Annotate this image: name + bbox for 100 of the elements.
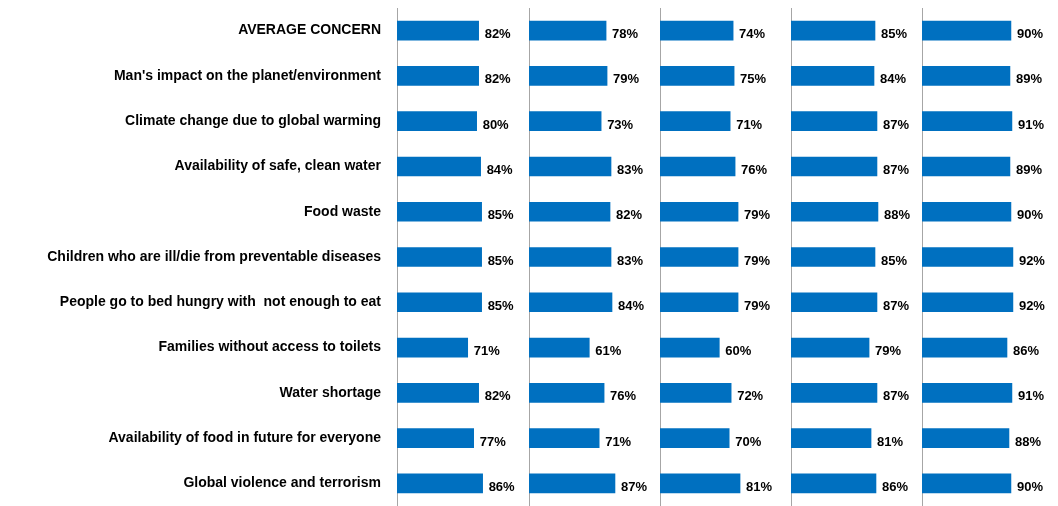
data-label: 89% — [1015, 71, 1043, 87]
data-label: 80% — [482, 116, 510, 132]
data-label: 89% — [1015, 162, 1043, 178]
bar — [397, 156, 481, 177]
y-tick-label: Climate change due to global warming — [125, 112, 381, 129]
bar — [791, 428, 872, 448]
y-tick-label: Man's impact on the planet/environment — [113, 66, 382, 83]
data-label: 85% — [487, 207, 515, 223]
bar — [660, 66, 735, 86]
data-label: 81% — [746, 478, 773, 494]
bar — [660, 428, 730, 448]
data-label: 92% — [1018, 297, 1046, 313]
bar — [660, 382, 732, 403]
bar — [397, 473, 483, 494]
data-label: 84% — [486, 162, 514, 178]
y-tick-label: Food waste — [303, 202, 382, 219]
data-label: 83% — [617, 252, 644, 268]
data-label: 90% — [1016, 478, 1044, 494]
bar — [922, 428, 1010, 448]
bar — [397, 428, 474, 448]
bar — [660, 20, 734, 41]
bar — [922, 20, 1012, 41]
bar — [791, 382, 878, 403]
bar — [529, 382, 605, 403]
bar — [660, 473, 741, 494]
bar — [529, 156, 612, 177]
bar — [529, 247, 612, 267]
y-tick-label: AVERAGE CONCERN — [238, 21, 381, 38]
data-label: 92% — [1018, 252, 1046, 268]
bar — [660, 337, 720, 358]
bar — [791, 337, 870, 358]
data-label: 61% — [595, 343, 622, 359]
bar — [922, 337, 1008, 358]
data-label: 84% — [880, 71, 907, 87]
bar — [922, 247, 1014, 267]
bar — [791, 473, 877, 494]
data-label: 88% — [883, 207, 911, 223]
data-label: 82% — [616, 207, 643, 223]
bar — [397, 292, 482, 313]
y-tick-label: Global violence and terrorism — [183, 474, 381, 491]
y-tick-label: People go to bed hungry with not enough to eat — [59, 293, 382, 310]
bar — [791, 201, 879, 222]
bar — [922, 382, 1013, 403]
data-label: 85% — [487, 252, 515, 268]
y-tick-label: Water shortage — [279, 383, 382, 400]
data-label: 72% — [737, 388, 764, 404]
bar — [397, 337, 469, 358]
data-label: 78% — [612, 26, 639, 42]
y-tick-label: Availability of safe, clean water — [174, 157, 382, 174]
bar — [529, 473, 616, 494]
bar — [397, 247, 482, 267]
bar — [660, 156, 736, 177]
data-label: 87% — [882, 162, 910, 178]
bar — [791, 20, 876, 41]
data-label: 87% — [882, 297, 910, 313]
data-label: 79% — [613, 71, 640, 87]
bar — [529, 292, 613, 313]
data-label: 90% — [1016, 26, 1044, 42]
bar — [791, 66, 875, 86]
data-label: 81% — [877, 433, 904, 449]
bar — [397, 20, 479, 41]
data-label: 85% — [880, 26, 908, 42]
bar — [922, 66, 1011, 86]
y-tick-label: Families without access to toilets — [158, 338, 382, 355]
bar — [922, 156, 1011, 177]
data-label: 73% — [607, 116, 634, 132]
data-label: 77% — [479, 433, 507, 449]
data-label: 86% — [1012, 343, 1040, 359]
data-label: 71% — [605, 433, 632, 449]
bar — [397, 201, 482, 222]
data-label: 70% — [735, 433, 762, 449]
bar — [922, 201, 1012, 222]
data-label: 79% — [875, 343, 902, 359]
bar — [529, 201, 611, 222]
bar — [660, 201, 739, 222]
bar — [660, 247, 739, 267]
data-label: 87% — [882, 116, 910, 132]
bar — [397, 111, 477, 132]
bar — [529, 111, 602, 132]
data-label: 82% — [484, 71, 512, 87]
data-label: 71% — [473, 343, 501, 359]
data-label: 91% — [1017, 388, 1045, 404]
data-label: 85% — [880, 252, 908, 268]
data-label: 60% — [725, 343, 752, 359]
bar — [529, 66, 608, 86]
data-label: 76% — [610, 388, 637, 404]
data-label: 83% — [617, 162, 644, 178]
data-label: 86% — [488, 478, 516, 494]
bar — [791, 111, 878, 132]
data-label: 90% — [1016, 207, 1044, 223]
bar — [660, 111, 731, 132]
data-label: 79% — [744, 297, 771, 313]
y-tick-label: Children who are ill/die from preventable diseases — [47, 247, 382, 264]
bar — [922, 111, 1013, 132]
data-label: 85% — [487, 297, 515, 313]
data-label: 84% — [618, 297, 645, 313]
bar — [922, 473, 1012, 494]
bar — [660, 292, 739, 313]
data-label: 91% — [1017, 116, 1045, 132]
data-label: 82% — [484, 26, 512, 42]
